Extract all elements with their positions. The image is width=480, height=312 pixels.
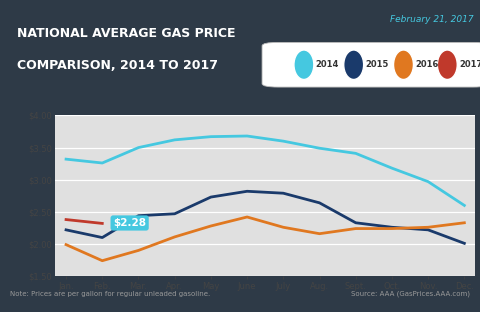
Ellipse shape bbox=[394, 50, 413, 80]
Text: 2014: 2014 bbox=[316, 60, 339, 69]
Ellipse shape bbox=[294, 50, 314, 80]
Text: COMPARISON, 2014 TO 2017: COMPARISON, 2014 TO 2017 bbox=[16, 59, 217, 72]
Text: 2017: 2017 bbox=[459, 60, 480, 69]
Text: February 21, 2017: February 21, 2017 bbox=[390, 15, 474, 24]
Text: $2.28: $2.28 bbox=[113, 218, 146, 228]
Text: Note: Prices are per gallon for regular unleaded gasoline.: Note: Prices are per gallon for regular … bbox=[10, 291, 210, 297]
Ellipse shape bbox=[437, 50, 457, 80]
Text: NATIONAL AVERAGE GAS PRICE: NATIONAL AVERAGE GAS PRICE bbox=[16, 27, 235, 40]
FancyBboxPatch shape bbox=[262, 42, 480, 87]
Text: Source: AAA (GasPrices.AAA.com): Source: AAA (GasPrices.AAA.com) bbox=[351, 291, 470, 297]
Text: 2015: 2015 bbox=[366, 60, 389, 69]
Text: 2016: 2016 bbox=[415, 60, 439, 69]
Ellipse shape bbox=[344, 50, 364, 80]
